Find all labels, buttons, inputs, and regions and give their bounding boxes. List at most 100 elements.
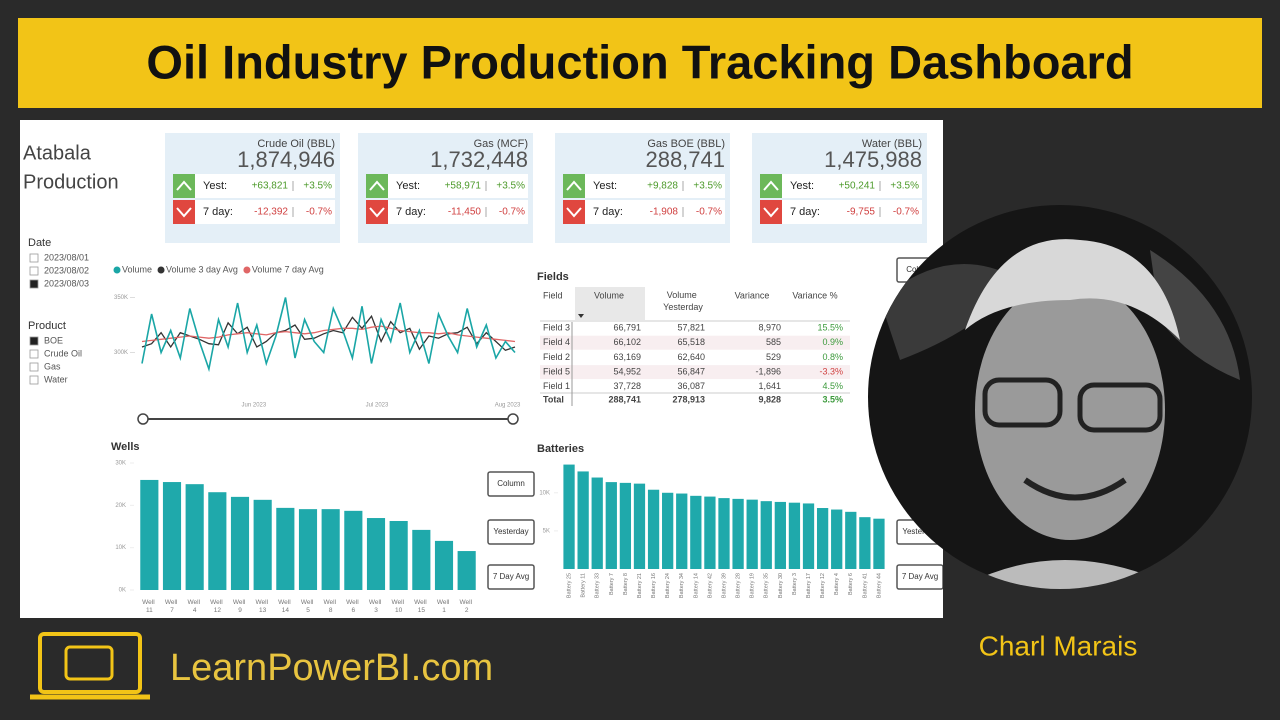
bar — [718, 498, 730, 569]
table-cell: Field 3 — [543, 322, 570, 332]
face — [975, 280, 1165, 540]
bar — [802, 503, 815, 569]
bar — [457, 551, 476, 590]
slicer-item[interactable]: Water — [44, 374, 68, 384]
slicer-checkbox — [29, 375, 39, 385]
slicer-checkbox — [29, 253, 39, 263]
column-header[interactable]: Variance % — [792, 290, 837, 300]
table-cell: 65,518 — [677, 337, 705, 347]
column-header[interactable]: Field — [543, 290, 563, 300]
x-tick-label: Well 9 — [233, 599, 247, 614]
x-tick-label: Well 10 — [392, 599, 406, 614]
x-tick-label: Well 4 — [188, 599, 202, 614]
button-label[interactable]: Yesterday — [902, 527, 937, 536]
down-indicator — [760, 200, 782, 224]
kpi-row — [585, 200, 725, 224]
slicer-checkbox — [29, 362, 39, 372]
toggle-button[interactable] — [487, 519, 535, 545]
kpi-pct: +3.5% — [693, 181, 722, 192]
bar — [389, 520, 408, 590]
table-cell: 1,641 — [758, 381, 781, 391]
bar — [831, 509, 843, 569]
table-cell: 37,728 — [613, 381, 641, 391]
table-cell: 585 — [766, 337, 781, 347]
x-tick-label: Well 7 — [165, 599, 179, 614]
x-tick-label: Battery 12 — [820, 573, 826, 598]
bar — [873, 518, 885, 569]
table-cell: 8,970 — [758, 322, 781, 332]
legend-marker — [157, 266, 165, 274]
kpi-pct: +3.5% — [496, 181, 525, 192]
table-cell: 66,791 — [613, 322, 641, 332]
toggle-button[interactable] — [896, 564, 943, 590]
x-tick-label: Well 13 — [256, 599, 270, 614]
kpi-value: 288,741 — [645, 147, 725, 172]
slicer-item[interactable]: Gas — [44, 361, 61, 371]
legend-label: Volume 3 day Avg — [166, 264, 238, 274]
table-cell: 3.5% — [822, 394, 843, 404]
x-tick-label: Battery 14 — [693, 573, 699, 598]
x-tick-label: Battery 30 — [778, 573, 784, 598]
up-arrow — [176, 180, 192, 191]
table-cell: 54,952 — [613, 366, 641, 376]
x-tick-label: Battery 8 — [623, 573, 629, 595]
up-indicator — [173, 174, 195, 198]
button-label[interactable]: Column — [497, 479, 525, 488]
x-tick-label: Battery 33 — [595, 573, 601, 598]
slicer-item[interactable]: 2023/08/02 — [44, 265, 89, 275]
foliage — [1150, 250, 1240, 380]
bar — [619, 482, 632, 569]
table-cell: Field 1 — [543, 381, 570, 391]
kpi-row-label: 7 day: — [396, 206, 426, 218]
y-tick-label: 30K — [115, 461, 126, 467]
kpi-pct: -0.7% — [499, 207, 525, 218]
slicer-item[interactable]: 2023/08/01 — [44, 252, 89, 262]
slicer-item[interactable]: 2023/08/03 — [44, 278, 89, 288]
button-label[interactable]: 7 Day Avg — [493, 572, 529, 581]
table-cell: 56,847 — [677, 366, 705, 376]
y-tick-label: 300K — [114, 350, 128, 356]
kpi-row-label: Yest: — [203, 180, 227, 192]
toggle-button[interactable] — [487, 564, 535, 590]
bar — [577, 471, 589, 569]
y-tick-label: 350K — [114, 295, 128, 301]
bar — [591, 477, 603, 569]
legend-marker — [243, 266, 251, 274]
table-cell: -3.3% — [819, 366, 843, 376]
bar — [732, 498, 744, 569]
range-handle[interactable] — [507, 413, 519, 425]
column-header[interactable]: Variance — [735, 290, 770, 300]
table-cell: Field 2 — [543, 352, 570, 362]
slicer-item[interactable]: Crude Oil — [44, 348, 82, 358]
x-tick-label: Jul 2023 — [366, 403, 389, 409]
button-label[interactable]: Yesterday — [493, 527, 528, 536]
down-indicator — [173, 200, 195, 224]
kpi-delta: +9,828 — [647, 181, 678, 192]
toggle-button[interactable] — [487, 471, 535, 497]
slicer-item[interactable]: BOE — [44, 335, 63, 345]
slicer-checkbox — [29, 336, 39, 346]
down-arrow — [763, 207, 779, 218]
bar — [185, 484, 204, 590]
bar — [321, 509, 340, 590]
x-tick-label: Battery 21 — [637, 573, 643, 598]
down-arrow — [369, 207, 385, 218]
table-cell: -1,896 — [755, 366, 781, 376]
kpi-pct: +3.5% — [890, 181, 919, 192]
report-title: Atabala — [23, 142, 92, 164]
down-arrow — [176, 207, 192, 218]
column-header[interactable]: Volume Yesterday — [663, 290, 703, 312]
range-handle[interactable] — [137, 413, 149, 425]
bar — [253, 499, 272, 590]
bar — [366, 518, 386, 590]
x-tick-label: Battery 6 — [848, 573, 854, 595]
slicer-checkbox — [29, 349, 39, 359]
dashboard: Atabala Production Crude Oil (BBL)1,874,… — [23, 133, 943, 614]
button-label[interactable]: 7 Day Avg — [902, 572, 938, 581]
kpi-delta: -11,450 — [448, 207, 482, 218]
x-tick-label: Battery 11 — [581, 573, 587, 598]
x-tick-label: Well 6 — [346, 599, 360, 614]
kpi-label: Gas BOE (BBL) — [647, 138, 725, 150]
column-header[interactable]: Volume — [594, 290, 624, 300]
